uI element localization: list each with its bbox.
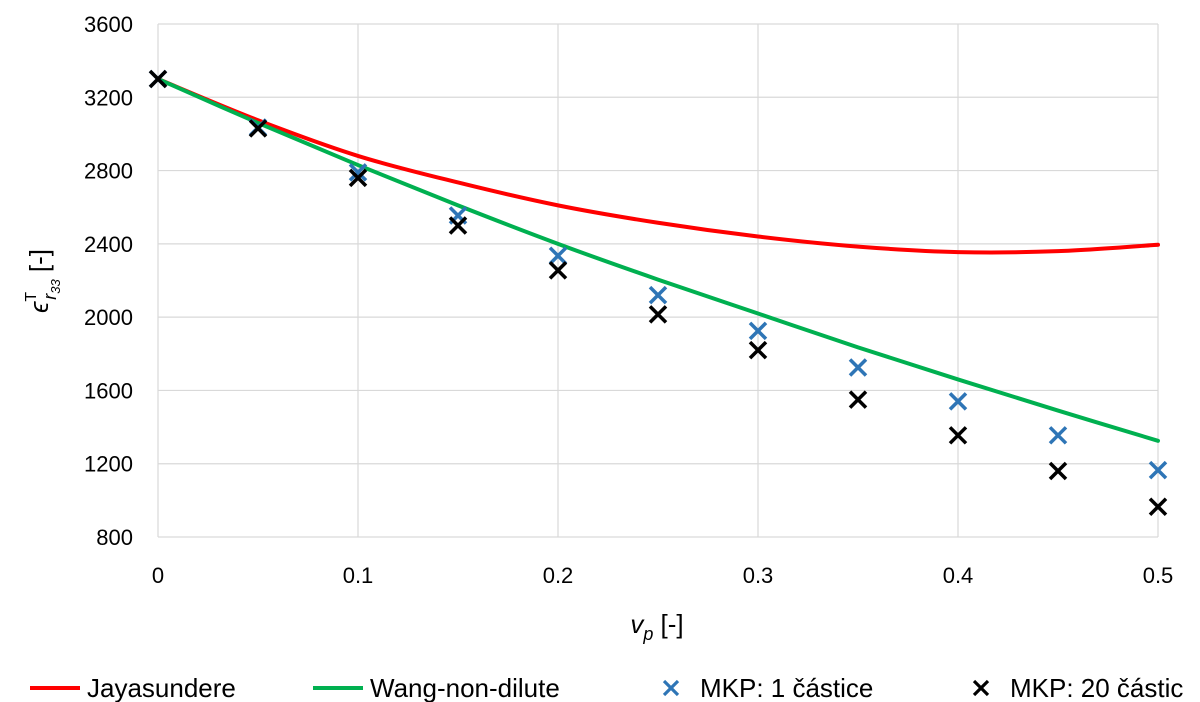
data-point-stroke xyxy=(848,390,868,409)
legend-label-mkp-20: MKP: 20 částic xyxy=(1010,673,1183,702)
data-point-stroke xyxy=(648,285,668,305)
y-axis-ticks: 800 1200 1600 2000 2400 2800 3200 3600 xyxy=(84,12,133,550)
series-markers xyxy=(148,69,1168,517)
data-point-mkp-20-stic xyxy=(448,216,468,235)
legend-item-wang-non-dilute: Wang-non-dilute xyxy=(313,673,560,702)
y-axis-label-sub: r xyxy=(40,293,60,300)
data-point-stroke xyxy=(1048,461,1068,481)
y-axis-label-main: ϵ xyxy=(24,301,54,313)
data-point-mkp-20-stic xyxy=(648,305,668,324)
data-point-stroke xyxy=(448,216,468,235)
legend-swatch-mkp-20 xyxy=(972,679,990,697)
y-tick-label: 2800 xyxy=(84,159,133,184)
series-line-wang-non-dilute xyxy=(156,76,1160,443)
legend-label-jayasundere: Jayasundere xyxy=(87,673,236,702)
data-point-mkp-20-stic xyxy=(848,390,868,409)
data-point-stroke xyxy=(648,305,668,324)
data-point-stroke xyxy=(848,358,868,377)
data-point-mkp-20-stic xyxy=(748,340,768,360)
data-point-stroke xyxy=(1048,426,1068,445)
legend-item-mkp-20: MKP: 20 částic xyxy=(972,673,1183,702)
data-point-mkp-20-stic xyxy=(1148,497,1168,517)
data-point-mkp-20-stic xyxy=(148,69,168,89)
data-point-mkp-20-stic xyxy=(348,168,368,188)
y-tick-label: 1600 xyxy=(84,378,133,403)
y-tick-label: 3200 xyxy=(84,85,133,110)
x-tick-label: 0.5 xyxy=(1143,563,1174,588)
y-tick-label: 1200 xyxy=(84,452,133,477)
legend-label-wang-non-dilute: Wang-non-dilute xyxy=(370,673,560,702)
y-tick-label: 800 xyxy=(96,525,133,550)
data-point-stroke xyxy=(348,163,368,182)
data-point-mkp-1-stice xyxy=(548,246,568,266)
x-tick-label: 0.4 xyxy=(943,563,974,588)
data-point-mkp-20-stic xyxy=(548,261,568,280)
data-point-mkp-1-stice xyxy=(948,392,968,411)
x-axis-ticks: 0 0.1 0.2 0.3 0.4 0.5 xyxy=(152,563,1173,588)
data-point-mkp-1-stice xyxy=(748,321,768,341)
y-axis-label-sup: T xyxy=(23,292,40,302)
data-point-stroke xyxy=(1148,460,1168,480)
x-axis-label-main: v xyxy=(630,609,645,639)
x-tick-label: 0.2 xyxy=(543,563,574,588)
legend-swatch-mkp-1 xyxy=(662,679,680,697)
x-axis-label: vp [-] xyxy=(630,609,683,644)
x-tick-label: 0.1 xyxy=(343,563,374,588)
data-point-stroke xyxy=(948,392,968,411)
data-point-mkp-20-stic xyxy=(248,119,268,138)
legend-item-mkp-1: MKP: 1 částice xyxy=(662,673,873,702)
data-point-stroke xyxy=(748,340,768,360)
data-point-mkp-1-stice xyxy=(1148,460,1168,480)
legend: Jayasundere Wang-non-dilute MKP: 1 části… xyxy=(30,673,1183,702)
data-point-mkp-1-stice xyxy=(1048,426,1068,445)
x-tick-label: 0.3 xyxy=(743,563,774,588)
x-axis-label-sub: p xyxy=(642,624,653,644)
data-point-mkp-1-stice xyxy=(648,285,668,305)
y-axis-label-unit: [-] xyxy=(24,249,54,279)
x-axis-label-unit: [-] xyxy=(653,609,683,639)
data-point-stroke xyxy=(348,168,368,188)
y-axis-label: ϵTr33 [-] xyxy=(23,249,63,313)
x-tick-label: 0 xyxy=(152,563,164,588)
y-tick-label: 2400 xyxy=(84,232,133,257)
data-point-mkp-1-stice xyxy=(848,358,868,377)
data-point-stroke xyxy=(548,246,568,266)
data-point-mkp-20-stic xyxy=(1048,461,1068,481)
grid xyxy=(157,23,1159,538)
y-axis-label-subsub: 33 xyxy=(48,279,63,294)
data-point-stroke xyxy=(148,69,168,89)
y-tick-label: 2000 xyxy=(84,305,133,330)
data-point-mkp-20-stic xyxy=(948,426,968,445)
data-point-stroke xyxy=(948,426,968,445)
data-point-stroke xyxy=(248,119,268,138)
data-point-stroke xyxy=(548,261,568,280)
legend-label-mkp-1: MKP: 1 částice xyxy=(700,673,873,702)
data-point-stroke xyxy=(1148,497,1168,517)
data-point-stroke xyxy=(748,321,768,341)
series-line-jayasundere xyxy=(156,76,1160,255)
legend-item-jayasundere: Jayasundere xyxy=(30,673,236,702)
data-point-mkp-1-stice xyxy=(348,163,368,182)
series-lines xyxy=(156,76,1160,443)
y-tick-label: 3600 xyxy=(84,12,133,37)
